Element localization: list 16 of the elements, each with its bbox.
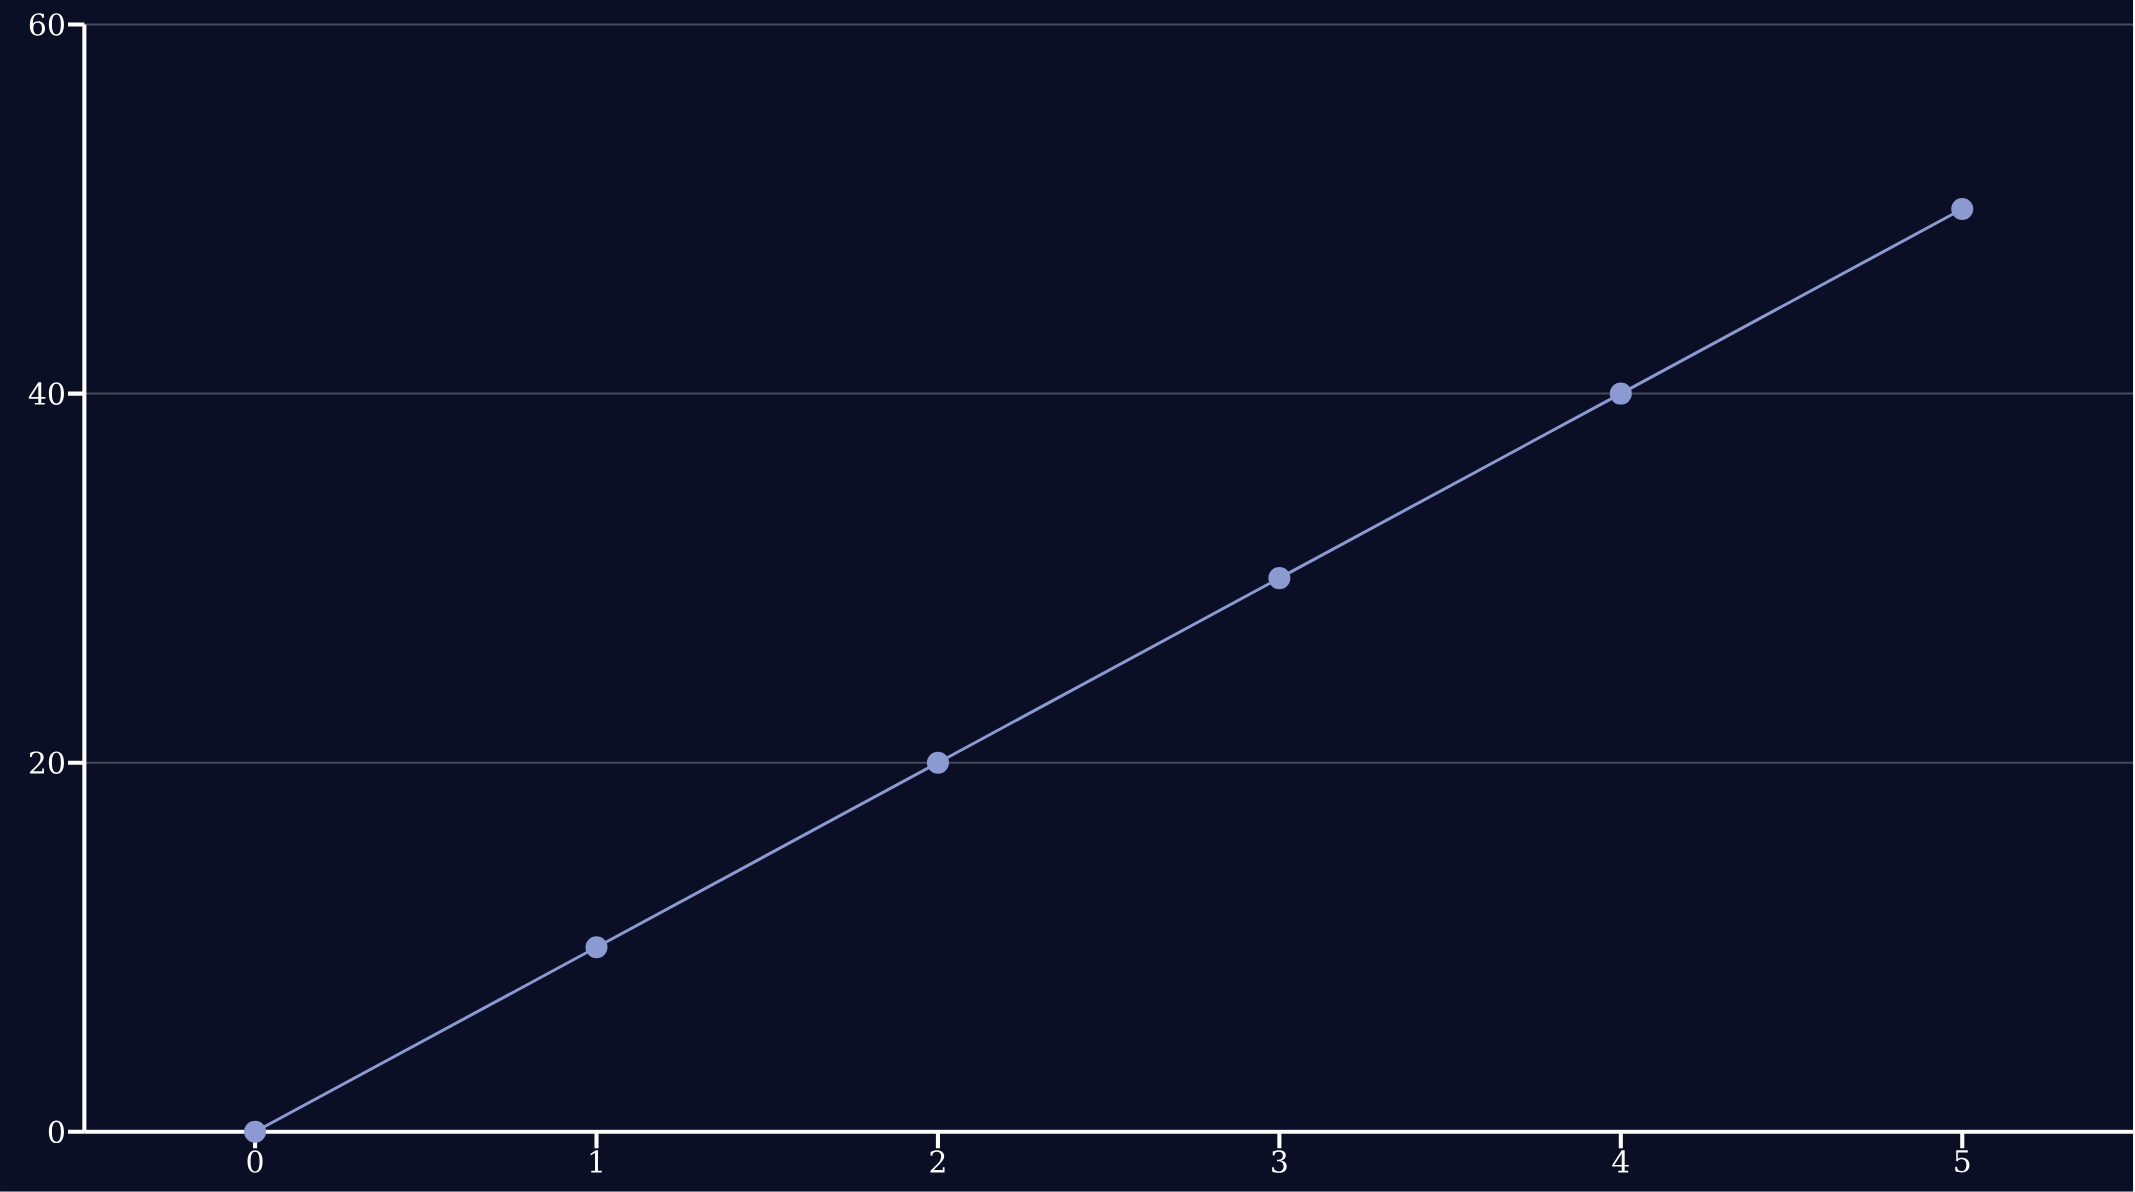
y-tick-label: 60 (29, 13, 64, 36)
point (1609, 382, 1632, 405)
x-tick-label: 0 (247, 1150, 263, 1174)
point (1268, 567, 1291, 590)
point (926, 751, 949, 774)
x-tick-label: 3 (1272, 1150, 1287, 1174)
x-tick-label: 5 (1955, 1150, 1970, 1173)
y-tick-label: 0 (48, 1120, 64, 1144)
y-tick-label: 20 (29, 751, 64, 775)
point (1951, 198, 1974, 221)
point (244, 1120, 267, 1143)
x-tick-label: 2 (930, 1150, 945, 1173)
y-tick-label: 40 (28, 382, 64, 406)
point (585, 936, 608, 959)
x-tick-label: 4 (1612, 1150, 1629, 1173)
x-tick-label: 1 (590, 1150, 602, 1173)
